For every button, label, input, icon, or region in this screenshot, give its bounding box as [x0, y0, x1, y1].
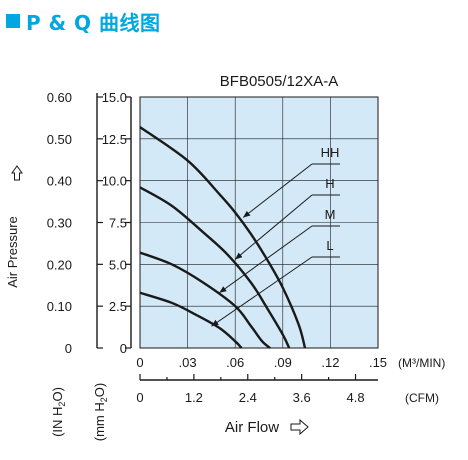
tick-label-mm-h2o: 15.0: [102, 90, 127, 105]
unit-in-h2o: (IN H2O): [50, 387, 67, 437]
curve-label-m: M: [325, 207, 336, 222]
leader-line-m: [219, 225, 313, 294]
tick-label-mm-h2o: 10.0: [102, 174, 127, 189]
tick-label-cfm: 3.6: [293, 390, 311, 405]
curve-label-hh: HH: [321, 145, 340, 160]
tick-label-cfm: 0: [136, 390, 143, 405]
tick-label-mm-h2o: 7.5: [109, 216, 127, 231]
leader-line-hh: [242, 163, 313, 218]
chart-title: BFB0505/12XA-A: [220, 73, 338, 90]
unit-cfm: (CFM): [405, 391, 439, 405]
unit-m3min: (M³/MIN): [398, 356, 445, 370]
leader-line-h: [234, 194, 313, 260]
heading-text: P & Q 曲线图: [26, 10, 161, 35]
tick-label-m3min: .09: [274, 355, 292, 370]
curve-label-l: L: [326, 238, 333, 253]
tick-label-in-h2o: 0.50: [47, 132, 72, 147]
tick-label-in-h2o: 0.60: [47, 90, 72, 105]
tick-label-in-h2o: 0: [65, 341, 72, 356]
pq-curve-m: [139, 251, 271, 349]
tick-label-cfm: 1.2: [185, 390, 203, 405]
arrow-up-icon: [11, 165, 23, 181]
tick-label-in-h2o: 0.40: [47, 174, 72, 189]
curve-label-h: H: [325, 176, 334, 191]
page-heading: P & Q 曲线图: [6, 4, 161, 38]
pq-curve-h: [139, 186, 291, 349]
tick-label-m3min: 0: [136, 355, 143, 370]
y-axis-label: Air Pressure: [5, 216, 20, 288]
tick-label-cfm: 4.8: [347, 390, 365, 405]
pq-curve-l: [139, 291, 243, 349]
tick-label-m3min: .12: [321, 355, 339, 370]
tick-label-m3min: .06: [226, 355, 244, 370]
square-bullet-icon: [6, 14, 20, 28]
tick-label-in-h2o: 0.10: [47, 299, 72, 314]
tick-label-m3min: .15: [369, 355, 387, 370]
tick-label-mm-h2o: 12.5: [102, 132, 127, 147]
x-axis-label: Air Flow: [225, 419, 279, 436]
plot-frame: [139, 96, 379, 349]
tick-label-mm-h2o: 5.0: [109, 257, 127, 272]
tick-label-in-h2o: 0.30: [47, 216, 72, 231]
arrow-right-icon: [290, 418, 309, 436]
unit-mm-h2o: (mm H2O): [92, 383, 109, 441]
leader-line-l: [211, 256, 313, 327]
tick-label-m3min: .03: [179, 355, 197, 370]
tick-label-mm-h2o: 2.5: [109, 299, 127, 314]
pq-curve-hh: [139, 126, 307, 349]
tick-label-mm-h2o: 0: [120, 341, 127, 356]
tick-label-cfm: 2.4: [239, 390, 257, 405]
tick-label-in-h2o: 0.20: [47, 257, 72, 272]
